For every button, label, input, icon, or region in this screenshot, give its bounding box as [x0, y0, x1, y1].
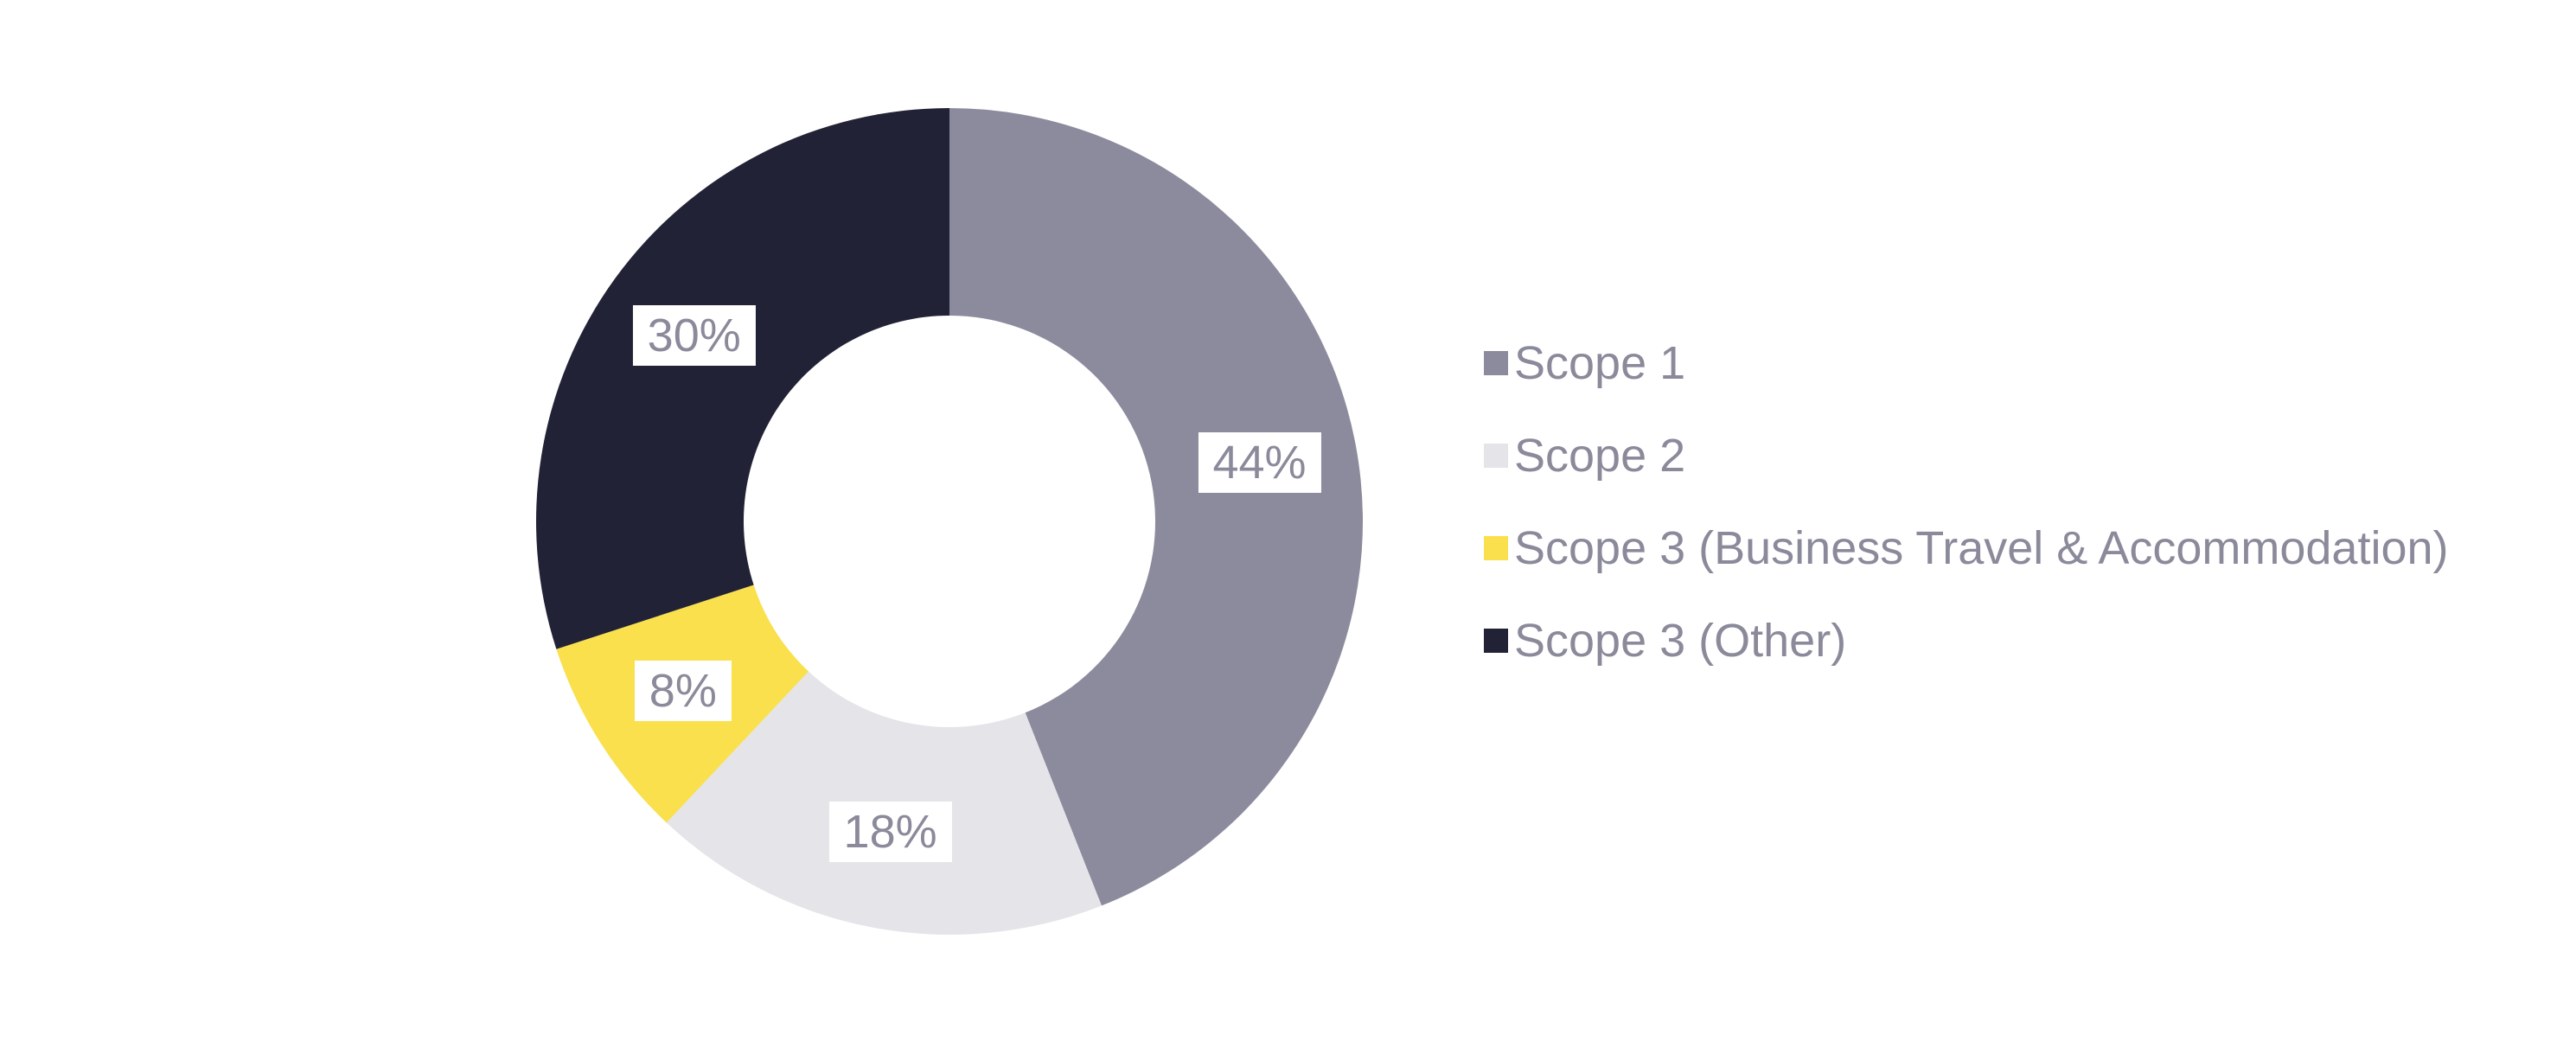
donut-slice-scope-1[interactable]: [949, 108, 1363, 906]
legend-item-scope-3-business-travel-accommodation[interactable]: Scope 3 (Business Travel & Accommodation…: [1484, 501, 2449, 594]
legend-swatch-icon: [1484, 350, 1508, 375]
slice-data-label: 18%: [828, 801, 952, 862]
chart-legend: Scope 1 Scope 2 Scope 3 (Business Travel &…: [1484, 316, 2449, 687]
legend-item-scope-2[interactable]: Scope 2: [1484, 409, 2449, 501]
legend-item-scope-3-other[interactable]: Scope 3 (Other): [1484, 594, 2449, 687]
slice-data-label: 44%: [1198, 431, 1321, 493]
legend-swatch-icon: [1484, 628, 1508, 653]
legend-swatch-icon: [1484, 443, 1508, 468]
legend-swatch-icon: [1484, 535, 1508, 560]
legend-item-label: Scope 3 (Other): [1514, 614, 1847, 667]
donut-slice-scope-3-other[interactable]: [535, 108, 949, 649]
legend-item-label: Scope 3 (Business Travel & Accommodation…: [1514, 521, 2449, 574]
legend-item-label: Scope 2: [1514, 429, 1686, 482]
slice-data-label: 30%: [632, 305, 756, 367]
legend-item-label: Scope 1: [1514, 336, 1686, 389]
legend-item-scope-1[interactable]: Scope 1: [1484, 316, 2449, 409]
slice-data-label: 8%: [634, 660, 732, 721]
